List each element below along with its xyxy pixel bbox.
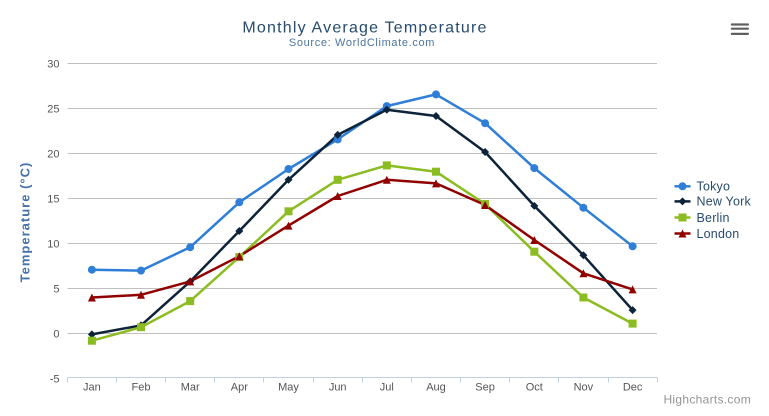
svg-text:0: 0 — [53, 329, 59, 341]
svg-text:Apr: Apr — [231, 382, 248, 394]
svg-text:Oct: Oct — [526, 382, 543, 394]
svg-text:Tokyo: Tokyo — [697, 180, 731, 194]
svg-text:Temperature (°C): Temperature (°C) — [18, 162, 33, 283]
svg-text:Nov: Nov — [574, 382, 594, 394]
svg-text:5: 5 — [53, 284, 59, 296]
svg-text:Berlin: Berlin — [697, 211, 730, 225]
svg-text:20: 20 — [47, 149, 59, 161]
svg-text:15: 15 — [47, 194, 59, 206]
svg-text:New York: New York — [697, 195, 752, 209]
svg-text:May: May — [278, 382, 299, 394]
svg-text:Jul: Jul — [380, 382, 394, 394]
svg-text:Jun: Jun — [329, 382, 347, 394]
svg-text:Mar: Mar — [181, 382, 200, 394]
svg-text:London: London — [697, 227, 740, 241]
svg-text:-5: -5 — [50, 374, 60, 386]
svg-text:Source: WorldClimate.com: Source: WorldClimate.com — [289, 37, 435, 49]
svg-text:30: 30 — [47, 59, 59, 71]
svg-text:Dec: Dec — [623, 382, 643, 394]
svg-text:Aug: Aug — [426, 382, 446, 394]
svg-text:Sep: Sep — [475, 382, 495, 394]
svg-text:Highcharts.com: Highcharts.com — [663, 392, 751, 406]
svg-text:25: 25 — [47, 104, 59, 116]
svg-text:Monthly Average Temperature: Monthly Average Temperature — [242, 19, 487, 36]
svg-text:Jan: Jan — [83, 382, 101, 394]
svg-text:Feb: Feb — [132, 382, 151, 394]
svg-text:10: 10 — [47, 239, 59, 251]
